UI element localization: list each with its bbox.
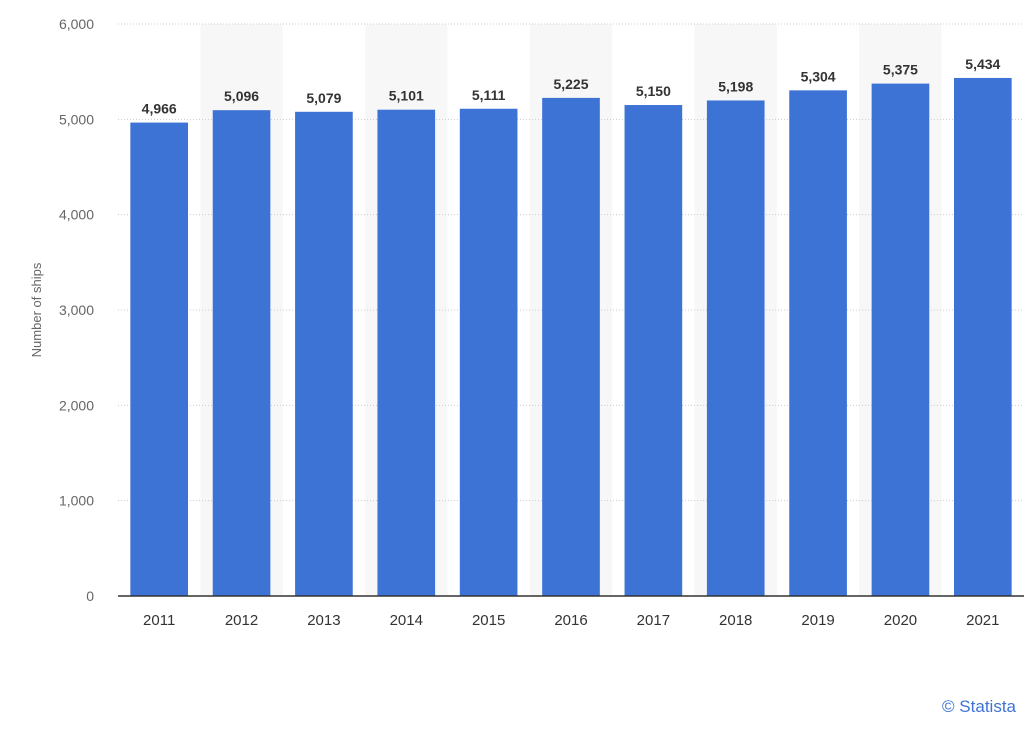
bar[interactable] (953, 77, 1012, 596)
bar[interactable] (706, 100, 765, 596)
y-tick-label: 2,000 (59, 397, 94, 413)
x-tick-label: 2018 (719, 612, 752, 629)
x-tick-label: 2011 (143, 612, 175, 629)
credit-text: © Statista (942, 697, 1016, 716)
y-tick-label: 4,000 (59, 207, 94, 223)
data-labels: 4,966 5,096 5,079 5,101 5,111 5,225 5,150 5,198… (142, 56, 1001, 117)
bar[interactable] (871, 83, 930, 597)
data-label: 5,101 (389, 88, 424, 104)
bar[interactable] (212, 110, 271, 596)
bar[interactable] (542, 97, 600, 596)
bars (130, 77, 1012, 597)
bar[interactable] (789, 90, 847, 597)
statista-credit[interactable]: © Statista (942, 697, 1016, 717)
x-tick-label: 2013 (307, 612, 340, 629)
bar[interactable] (130, 122, 189, 596)
data-label: 5,375 (883, 62, 918, 78)
x-tick-label: 2019 (801, 612, 834, 629)
x-tick-label: 2016 (554, 612, 587, 629)
bar[interactable] (377, 109, 436, 597)
data-label: 5,304 (801, 68, 836, 84)
data-label: 5,198 (718, 78, 753, 94)
x-tick-label: 2021 (966, 612, 999, 629)
x-tick-label: 2015 (472, 612, 505, 629)
y-tick-label: 3,000 (59, 302, 94, 318)
bar[interactable] (624, 105, 683, 597)
x-tick-label: 2020 (884, 612, 917, 629)
bar[interactable] (295, 111, 353, 596)
data-label: 5,096 (224, 88, 259, 104)
y-axis-ticks: 0 1,000 2,000 3,000 4,000 5,000 6,000 (59, 16, 94, 604)
y-tick-label: 1,000 (59, 493, 94, 509)
data-label: 5,434 (965, 56, 1000, 72)
data-label: 4,966 (142, 101, 177, 117)
bar[interactable] (459, 108, 518, 596)
y-axis-label: Number of ships (29, 262, 44, 357)
x-tick-label: 2014 (390, 612, 423, 629)
y-tick-label: 6,000 (59, 16, 94, 32)
x-axis-ticks: 2011 2012 2013 2014 2015 2016 2017 2018 2019 2020… (143, 612, 999, 629)
data-label: 5,150 (636, 83, 671, 99)
y-tick-label: 0 (86, 588, 94, 604)
x-tick-label: 2012 (225, 612, 258, 629)
data-label: 5,111 (472, 87, 506, 103)
x-tick-label: 2017 (637, 612, 670, 629)
data-label: 5,079 (306, 90, 341, 106)
y-tick-label: 5,000 (59, 111, 94, 127)
data-label: 5,225 (553, 76, 588, 92)
